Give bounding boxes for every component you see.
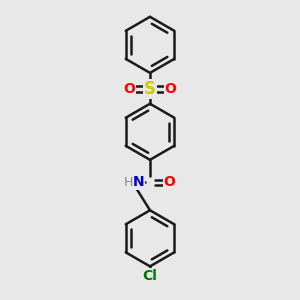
- Text: O: O: [164, 175, 176, 189]
- Text: N: N: [133, 175, 145, 189]
- Text: S: S: [144, 80, 156, 98]
- Text: O: O: [165, 82, 176, 96]
- Text: Cl: Cl: [142, 269, 158, 283]
- Text: O: O: [124, 82, 135, 96]
- Text: H: H: [124, 176, 133, 189]
